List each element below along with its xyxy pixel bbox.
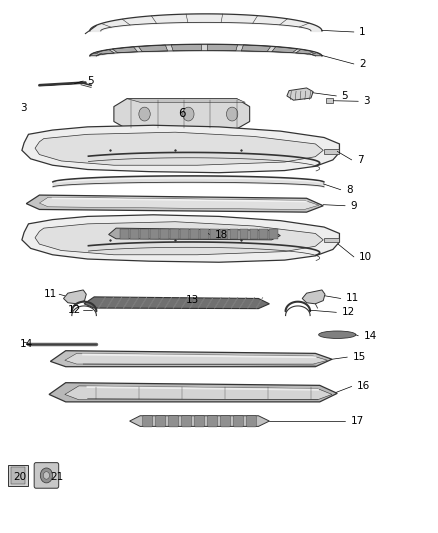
Polygon shape [50, 351, 332, 367]
Text: 11: 11 [44, 289, 57, 299]
FancyBboxPatch shape [221, 416, 230, 427]
Polygon shape [39, 197, 319, 209]
Bar [11, 467, 25, 484]
Ellipse shape [318, 331, 356, 338]
Polygon shape [49, 383, 337, 402]
Text: 6: 6 [178, 107, 186, 120]
Polygon shape [109, 228, 280, 240]
Text: 15: 15 [353, 352, 366, 362]
Text: 10: 10 [359, 252, 372, 262]
Circle shape [139, 107, 150, 121]
Bar [220, 229, 229, 239]
Polygon shape [90, 53, 100, 56]
Polygon shape [241, 45, 271, 52]
Polygon shape [207, 44, 238, 51]
Text: 7: 7 [357, 155, 364, 165]
Text: 13: 13 [186, 295, 199, 304]
Text: 2: 2 [359, 59, 366, 69]
Bar [326, 98, 333, 103]
Circle shape [43, 472, 49, 479]
Bar [8, 465, 28, 486]
Bar [210, 229, 219, 239]
Polygon shape [127, 99, 245, 102]
Bar [269, 229, 278, 239]
Text: 12: 12 [342, 308, 355, 317]
Polygon shape [324, 238, 339, 242]
Bar [259, 229, 268, 239]
Bar [240, 229, 248, 239]
Polygon shape [114, 99, 250, 129]
FancyBboxPatch shape [194, 416, 204, 427]
Text: 16: 16 [357, 382, 370, 391]
FancyBboxPatch shape [143, 416, 152, 427]
Bar [180, 229, 189, 239]
Polygon shape [26, 195, 323, 212]
Circle shape [226, 107, 238, 121]
Polygon shape [324, 149, 339, 154]
Polygon shape [65, 353, 328, 364]
Bar [250, 229, 258, 239]
FancyBboxPatch shape [156, 416, 166, 427]
FancyBboxPatch shape [169, 416, 178, 427]
Text: 5: 5 [88, 76, 94, 86]
Polygon shape [138, 45, 168, 52]
FancyBboxPatch shape [247, 416, 256, 427]
Polygon shape [130, 416, 269, 426]
FancyBboxPatch shape [233, 416, 243, 427]
Bar [170, 229, 179, 239]
Polygon shape [84, 297, 269, 309]
Circle shape [183, 107, 194, 121]
Text: 20: 20 [13, 472, 26, 482]
Text: 3: 3 [20, 103, 26, 112]
Bar [131, 229, 139, 239]
Text: 18: 18 [215, 230, 228, 239]
Text: 9: 9 [350, 201, 357, 211]
Polygon shape [22, 215, 339, 262]
Text: 12: 12 [68, 305, 81, 315]
Bar [160, 229, 169, 239]
Text: 14: 14 [20, 339, 33, 349]
Polygon shape [302, 290, 325, 304]
Polygon shape [22, 125, 339, 173]
Polygon shape [272, 46, 297, 53]
Polygon shape [65, 386, 332, 400]
Bar [120, 229, 129, 239]
Polygon shape [35, 222, 323, 255]
Polygon shape [296, 49, 314, 54]
Bar [140, 229, 149, 239]
Polygon shape [35, 132, 323, 165]
FancyBboxPatch shape [182, 416, 191, 427]
Text: 14: 14 [364, 331, 377, 341]
Text: 1: 1 [359, 27, 366, 37]
Bar [150, 229, 159, 239]
Text: 11: 11 [346, 294, 359, 303]
Text: 21: 21 [50, 472, 64, 482]
Polygon shape [64, 290, 86, 304]
Polygon shape [96, 50, 114, 54]
Polygon shape [311, 53, 322, 55]
Text: 8: 8 [346, 185, 353, 195]
FancyBboxPatch shape [34, 463, 59, 488]
Bar [190, 229, 199, 239]
Polygon shape [287, 88, 313, 100]
Text: 3: 3 [364, 96, 370, 106]
Text: 17: 17 [350, 416, 364, 426]
Bar [200, 229, 208, 239]
Circle shape [40, 468, 53, 483]
Text: 5: 5 [342, 91, 348, 101]
Bar [230, 229, 238, 239]
Polygon shape [171, 44, 201, 51]
Polygon shape [112, 47, 138, 53]
FancyBboxPatch shape [208, 416, 217, 427]
